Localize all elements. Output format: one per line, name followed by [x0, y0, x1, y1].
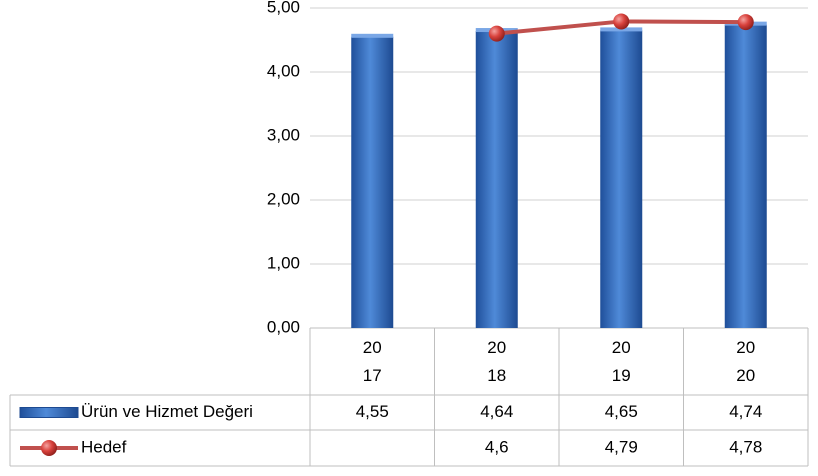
bar — [351, 36, 394, 329]
x-tick-label: 2018 — [487, 338, 507, 385]
y-tick-label: 2,00 — [267, 189, 300, 208]
legend-label: Hedef — [81, 437, 127, 456]
data-label: 4,79 — [605, 437, 638, 456]
x-tick-cell: 2019 — [611, 338, 631, 385]
data-label: 4,64 — [480, 402, 513, 421]
y-tick-label: 3,00 — [267, 125, 300, 144]
marker — [613, 13, 630, 30]
bar — [475, 31, 518, 328]
data-label: 4,55 — [356, 402, 389, 421]
y-tick-label: 1,00 — [267, 253, 300, 272]
legend-label: Ürün ve Hizmet Değeri — [81, 402, 253, 421]
data-label: 4,6 — [485, 437, 509, 456]
bar-top — [351, 33, 394, 38]
y-tick-label: 5,00 — [267, 0, 300, 16]
data-label: 4,65 — [605, 402, 638, 421]
y-tick-label: 0,00 — [267, 317, 300, 336]
data-label: 4,78 — [729, 437, 762, 456]
bar — [724, 24, 767, 328]
marker — [737, 14, 754, 31]
bar — [600, 30, 643, 329]
x-tick-cell: 2017 — [362, 338, 382, 385]
marker — [488, 25, 505, 42]
legend-key — [19, 407, 79, 418]
x-tick-label: 2020 — [736, 338, 756, 385]
x-tick-cell: 2018 — [487, 338, 507, 385]
legend-key-marker — [41, 440, 57, 456]
data-label: 4,74 — [729, 402, 762, 421]
x-tick-label: 2017 — [362, 338, 382, 385]
x-tick-cell: 2020 — [736, 338, 756, 385]
y-tick-label: 4,00 — [267, 61, 300, 80]
x-tick-label: 2019 — [611, 338, 631, 385]
